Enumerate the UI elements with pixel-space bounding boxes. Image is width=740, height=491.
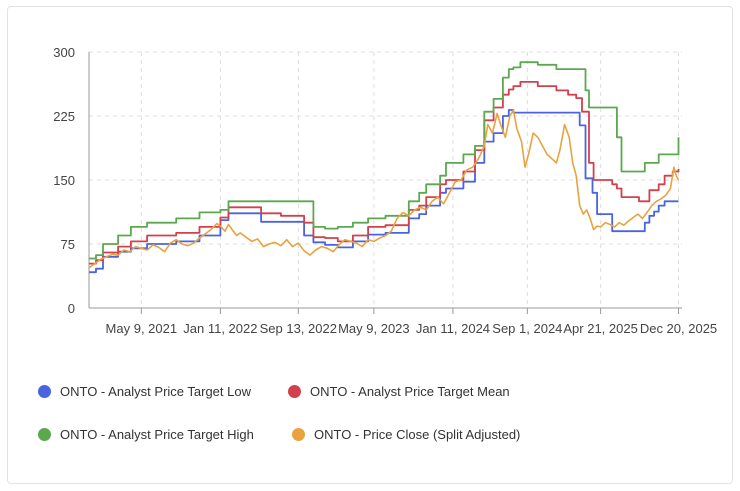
legend-swatch-close bbox=[292, 428, 305, 441]
x-tick-label: Sep 13, 2022 bbox=[260, 321, 337, 336]
legend-label-low: ONTO - Analyst Price Target Low bbox=[60, 384, 251, 399]
x-tick-label: Sep 1, 2024 bbox=[492, 321, 562, 336]
x-tick-label: Jan 11, 2024 bbox=[416, 321, 490, 336]
axes bbox=[88, 52, 682, 314]
series-high-line bbox=[89, 61, 680, 260]
y-tick-label: 150 bbox=[53, 173, 75, 188]
x-tick-label: Jan 11, 2022 bbox=[183, 321, 257, 336]
legend-swatch-low bbox=[38, 385, 51, 398]
x-tick-label: Apr 21, 2025 bbox=[563, 321, 637, 336]
legend-label-close: ONTO - Price Close (Split Adjusted) bbox=[314, 427, 521, 442]
y-tick-label: 0 bbox=[68, 301, 75, 316]
x-tick-label: May 9, 2023 bbox=[338, 321, 410, 336]
series-low-line bbox=[89, 109, 679, 274]
legend-swatch-mean bbox=[288, 385, 301, 398]
series-close-line bbox=[88, 109, 680, 269]
legend-swatch-high bbox=[38, 428, 51, 441]
x-tick-label: Dec 20, 2025 bbox=[640, 321, 717, 336]
legend-item-mean[interactable]: ONTO - Analyst Price Target Mean bbox=[288, 384, 510, 399]
legend-item-low[interactable]: ONTO - Analyst Price Target Low bbox=[38, 384, 251, 399]
legend-item-close[interactable]: ONTO - Price Close (Split Adjusted) bbox=[292, 427, 520, 442]
legend-label-high: ONTO - Analyst Price Target High bbox=[60, 427, 254, 442]
legend-label-mean: ONTO - Analyst Price Target Mean bbox=[310, 384, 510, 399]
chart-card bbox=[7, 6, 733, 484]
legend-item-high[interactable]: ONTO - Analyst Price Target High bbox=[38, 427, 254, 442]
series bbox=[88, 61, 680, 274]
y-tick-label: 300 bbox=[53, 45, 75, 60]
y-tick-label: 225 bbox=[53, 109, 75, 124]
x-tick-label: May 9, 2021 bbox=[106, 321, 178, 336]
y-tick-label: 75 bbox=[61, 237, 75, 252]
series-mean-line bbox=[89, 81, 680, 265]
